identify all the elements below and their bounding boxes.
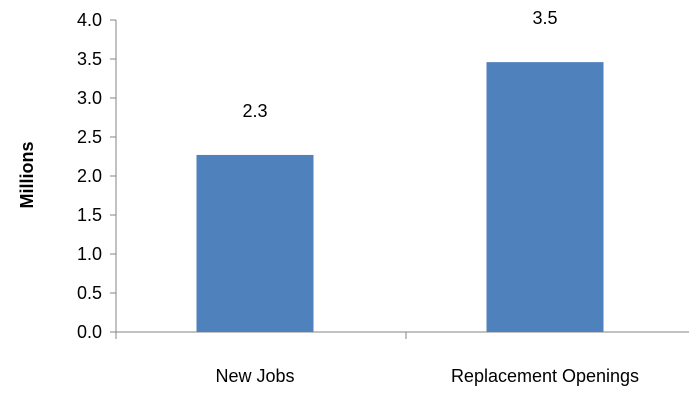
y-tick-label: 2.5 <box>77 127 102 147</box>
y-tick-label: 0.0 <box>77 322 102 342</box>
y-tick-label: 0.5 <box>77 283 102 303</box>
bars <box>196 62 604 333</box>
x-category-label: New Jobs <box>215 366 294 386</box>
y-tick-label: 1.5 <box>77 205 102 225</box>
data-label: 3.5 <box>532 8 557 28</box>
y-tick-label: 3.5 <box>77 49 102 69</box>
bar <box>196 154 314 332</box>
labels: 0.0 0.5 1.0 1.5 2.0 2.5 3.0 3.5 4.0 2.3 New Jobs 3.… <box>77 8 639 386</box>
y-tick-label: 4.0 <box>77 10 102 30</box>
data-label: 2.3 <box>242 101 267 121</box>
x-category-label: Replacement Openings <box>451 366 639 386</box>
y-tick-label: 2.0 <box>77 166 102 186</box>
y-tick-label: 3.0 <box>77 88 102 108</box>
y-axis-title: Millions <box>17 142 37 209</box>
y-tick-label: 1.0 <box>77 244 102 264</box>
bar <box>486 62 604 333</box>
